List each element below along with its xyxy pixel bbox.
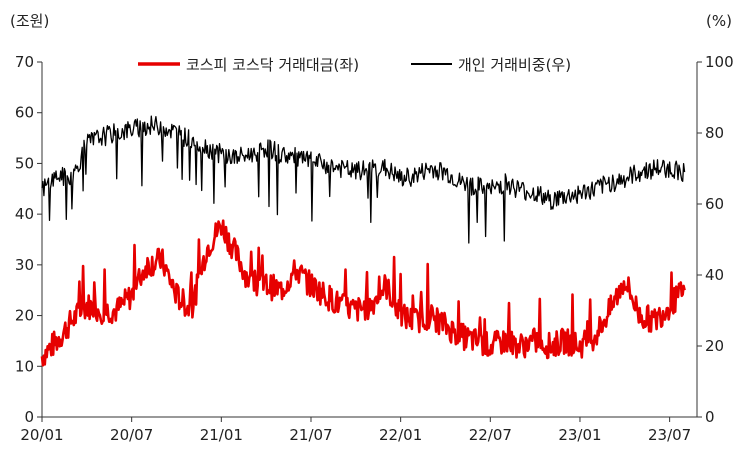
- y-right-tick-label: 40: [705, 266, 724, 284]
- y-left-tick-label: 40: [15, 205, 34, 223]
- right-unit-label: (%): [706, 12, 732, 30]
- trading-value-line: [40, 219, 686, 367]
- x-tick-label: 20/01: [20, 426, 63, 444]
- x-tick-label: 23/01: [558, 426, 601, 444]
- y-left-tick-label: 50: [15, 154, 34, 172]
- y-left-tick-label: 0: [24, 408, 34, 426]
- series-group: [40, 115, 686, 367]
- y-left-tick-label: 30: [15, 256, 34, 274]
- y-left-tick-label: 60: [15, 104, 34, 122]
- x-tick-label: 20/07: [110, 426, 153, 444]
- y-left-tick-label: 70: [15, 53, 34, 71]
- left-unit-label: (조원): [10, 12, 49, 30]
- y-right-tick-label: 80: [705, 124, 724, 142]
- x-tick-label: 21/01: [200, 426, 243, 444]
- x-tick-label: 22/07: [469, 426, 512, 444]
- y-left-tick-label: 20: [15, 307, 34, 325]
- y-right-tick-label: 0: [705, 408, 715, 426]
- x-tick-label: 22/01: [379, 426, 422, 444]
- legend-label: 코스피 코스닥 거래대금(좌): [186, 56, 359, 74]
- y-right-tick-label: 100: [705, 53, 734, 71]
- y-right-tick-label: 60: [705, 195, 724, 213]
- legend-label: 개인 거래비중(우): [458, 56, 571, 74]
- y-right-tick-label: 20: [705, 337, 724, 355]
- x-tick-label: 23/07: [648, 426, 691, 444]
- legend: 코스피 코스닥 거래대금(좌) 개인 거래비중(우): [138, 56, 571, 74]
- axes: 0 10 20 30 40 50 60 70 0 20 40 60 80 100 20/01 20/07 21/…: [15, 53, 734, 444]
- x-tick-label: 21/07: [289, 426, 332, 444]
- y-left-tick-label: 10: [15, 357, 34, 375]
- retail-share-line: [41, 115, 686, 244]
